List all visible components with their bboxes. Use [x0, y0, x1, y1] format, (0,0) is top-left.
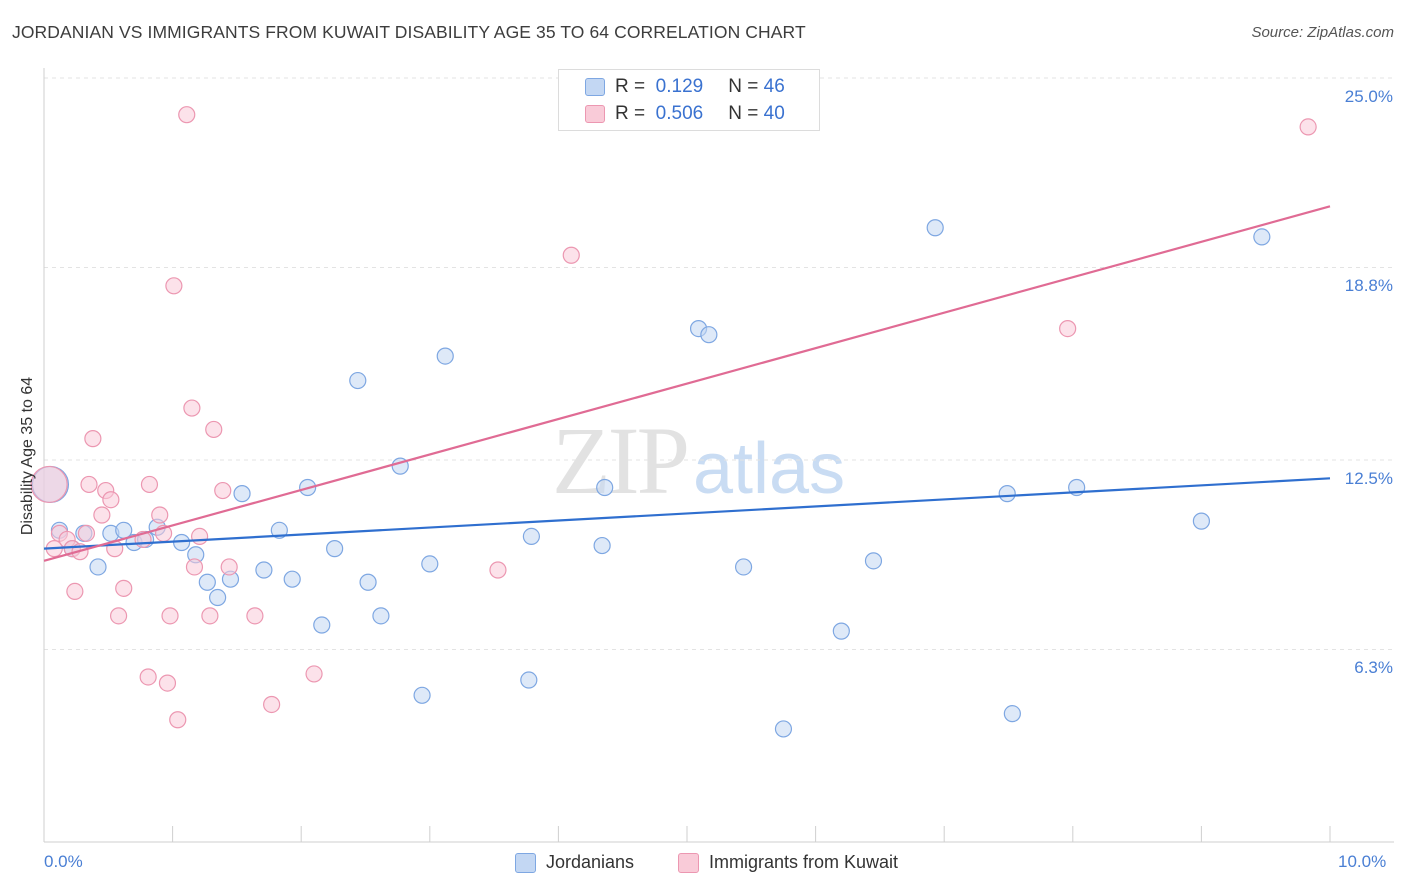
jordanian-point — [89, 558, 107, 576]
jordanian-point — [832, 622, 850, 640]
bottom-legend-label: Jordanians — [546, 852, 635, 872]
source-label: Source: ZipAtlas.com — [1251, 24, 1394, 41]
legend-row-jordanians: R = 0.129 N = 46 — [585, 75, 785, 99]
jordanian-point — [1253, 228, 1271, 246]
x-tick-label-max: 10.0% — [1338, 852, 1387, 871]
y-tick-label: 12.5% — [1344, 469, 1393, 488]
kuwait-point — [80, 475, 98, 494]
jordanian-point — [864, 552, 883, 570]
kuwait-point — [205, 420, 223, 439]
kuwait-point — [214, 481, 232, 500]
kuwait-point — [263, 695, 281, 714]
y-tick-label: 25.0% — [1344, 87, 1393, 106]
kuwait-point — [115, 579, 133, 597]
legend-n-value: 46 — [763, 76, 785, 97]
bottom-swatch-pink — [678, 852, 699, 873]
legend-r-label: R = — [615, 103, 646, 124]
kuwait-point — [201, 607, 219, 625]
kuwait-point — [489, 561, 507, 579]
kuwait-point — [169, 711, 187, 729]
kuwait-point — [185, 558, 204, 576]
jordanian-point — [436, 347, 454, 365]
kuwait-point — [246, 607, 264, 625]
jordanian-point — [233, 485, 251, 503]
jordanian-point — [372, 607, 390, 625]
legend-n-label: N = — [728, 103, 759, 124]
legend-r-value: 0.129 — [655, 76, 704, 97]
jordanian-point — [173, 533, 191, 552]
legend-r-label: R = — [615, 76, 646, 97]
jordanian-point — [209, 588, 227, 607]
y-tick-label: 18.8% — [1344, 276, 1393, 296]
y-axis-label: Disability Age 35 to 64 — [19, 376, 36, 536]
jordanian-point — [198, 573, 216, 591]
kuwait-point — [191, 527, 209, 546]
axes — [43, 68, 1394, 843]
chart-title: JORDANIAN VS IMMIGRANTS FROM KUWAIT DISA… — [12, 22, 806, 42]
kuwait-point — [1059, 319, 1077, 338]
kuwait-point — [158, 674, 177, 692]
kuwait-point — [305, 665, 323, 683]
bottom-swatch-blue — [515, 852, 536, 873]
jordanian-point — [522, 527, 540, 546]
legend-swatch-blue — [585, 78, 605, 96]
kuwait-point — [84, 430, 102, 448]
stats-legend: R = 0.129 N = 46 R = 0.506 N = 40 — [558, 69, 820, 131]
kuwait-point — [161, 607, 179, 625]
jordanian-point — [520, 671, 538, 689]
bottom-legend-label: Immigrants from Kuwait — [709, 852, 899, 872]
jordanian-point — [926, 219, 944, 237]
legend-n-label: N = — [728, 76, 759, 97]
kuwait-point — [1299, 118, 1317, 136]
jordanian-point — [421, 555, 439, 573]
kuwait-point — [151, 506, 169, 524]
kuwait-trendline — [43, 205, 1331, 562]
kuwait-point — [220, 558, 238, 576]
jordanian-point — [283, 570, 301, 588]
data-points — [30, 106, 1317, 738]
kuwait-point — [93, 506, 111, 524]
y-tick-label: 6.3% — [1354, 658, 1393, 678]
jordanian-point — [359, 573, 377, 591]
jordanian-point — [413, 686, 431, 704]
jordanian-point — [270, 521, 288, 539]
kuwait-point — [77, 524, 96, 542]
legend-r-value: 0.506 — [655, 103, 704, 124]
jordanian-point — [313, 616, 331, 634]
kuwait-point — [109, 607, 128, 625]
kuwait-point — [139, 668, 157, 686]
kuwait-point — [183, 399, 201, 417]
kuwait-point — [178, 106, 196, 124]
kuwait-point — [140, 475, 159, 494]
x-tick-label-min: 0.0% — [44, 852, 83, 871]
jordanian-point — [255, 561, 273, 579]
jordanian-point — [774, 720, 793, 738]
bottom-legend-jordanians: Jordanians — [515, 852, 634, 873]
jordanian-point — [596, 478, 614, 497]
legend-swatch-pink — [585, 105, 605, 123]
jordanian-point — [1192, 512, 1211, 530]
jordanian-point — [700, 326, 718, 344]
jordanian-point — [1003, 705, 1021, 723]
trendlines — [43, 205, 1331, 562]
legend-row-kuwait: R = 0.506 N = 40 — [585, 102, 785, 126]
jordanian-trendline — [43, 477, 1331, 550]
kuwait-point — [102, 491, 120, 509]
kuwait-point — [66, 582, 84, 601]
jordanian-point — [349, 371, 367, 390]
kuwait-point — [165, 277, 183, 295]
kuwait-point — [562, 246, 580, 264]
legend-n-value: 40 — [763, 103, 785, 124]
bottom-legend-kuwait: Immigrants from Kuwait — [678, 852, 898, 873]
jordanian-point — [998, 485, 1016, 503]
jordanian-point — [734, 558, 753, 576]
gridlines — [44, 77, 1394, 650]
jordanian-point — [593, 536, 611, 555]
kuwait-point — [30, 465, 68, 504]
jordanian-point — [326, 540, 344, 558]
